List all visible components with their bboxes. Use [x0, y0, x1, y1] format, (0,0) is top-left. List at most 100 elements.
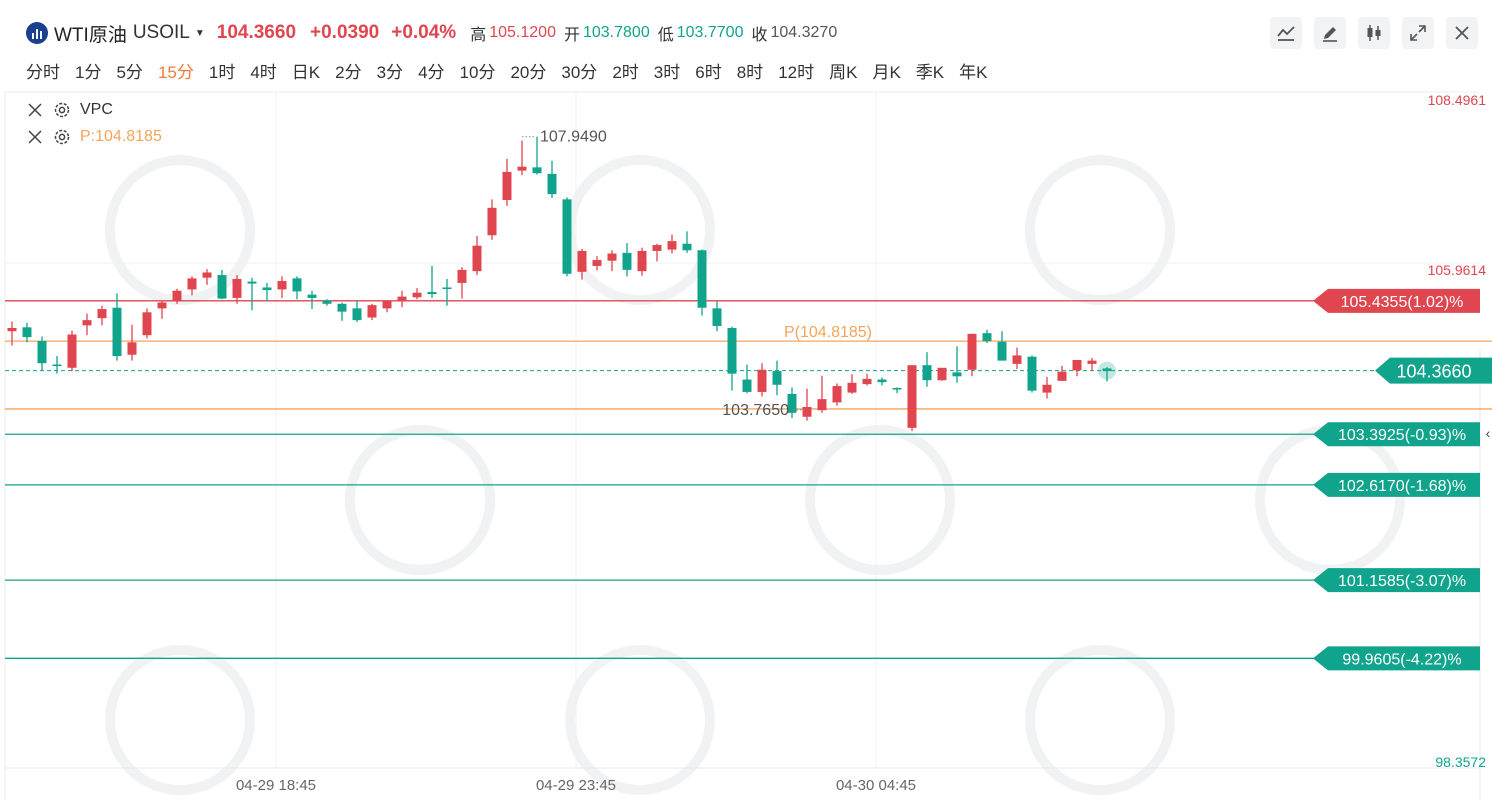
period-tab[interactable]: 2分 — [335, 63, 362, 82]
candle — [82, 313, 92, 336]
candle-body — [142, 312, 152, 336]
candle-body — [352, 308, 362, 321]
candle — [322, 299, 332, 306]
candlestick-icon[interactable] — [1358, 17, 1390, 49]
watermark-mark — [105, 155, 255, 305]
candle-body — [967, 333, 977, 370]
price-level-label: 102.6170(-1.68)% — [1338, 478, 1466, 495]
candle-body — [7, 327, 17, 332]
candle-body — [862, 378, 872, 385]
candle-body — [577, 250, 587, 272]
period-tab[interactable]: 年K — [959, 63, 988, 82]
gear-icon[interactable] — [52, 100, 72, 120]
expand-icon[interactable] — [1402, 17, 1434, 49]
candle-body — [67, 334, 77, 368]
period-tab[interactable]: 分时 — [26, 63, 60, 82]
pivot-label: P(104.8185) — [784, 324, 872, 341]
candle-body — [262, 287, 272, 291]
period-tab[interactable]: 15分 — [157, 63, 194, 82]
candle — [487, 199, 497, 240]
candle — [1012, 347, 1022, 370]
candle-body — [232, 278, 242, 298]
price-level-tag-bg — [1313, 422, 1480, 447]
candle-body — [382, 300, 392, 309]
period-tab[interactable]: 日K — [291, 63, 321, 82]
stat-value: 103.7800 — [582, 24, 650, 41]
chevron-down-icon[interactable]: ▼ — [194, 27, 205, 39]
period-tab[interactable]: 8时 — [736, 63, 764, 82]
candle — [727, 326, 737, 391]
candle-body — [922, 365, 932, 381]
close-icon[interactable] — [1446, 17, 1478, 49]
symbol-code[interactable]: USOIL — [132, 22, 190, 43]
candle-body — [1057, 371, 1067, 381]
price-level-label: 103.3925(-0.93)% — [1338, 427, 1466, 444]
candle — [682, 231, 692, 253]
candle — [397, 290, 407, 308]
stat-label: 开 — [563, 27, 580, 44]
candle — [442, 278, 452, 306]
candle-body — [472, 245, 482, 272]
price-level-label: 105.4355(1.02)% — [1341, 294, 1464, 311]
period-tab[interactable]: 6时 — [695, 63, 722, 82]
candle — [292, 276, 302, 300]
period-tab[interactable]: 1时 — [208, 63, 236, 82]
line-style-icon[interactable] — [1270, 17, 1302, 49]
y-extent-label: 98.3572 — [1435, 754, 1486, 770]
price-level-label: 101.1585(-3.07)% — [1338, 573, 1466, 590]
price-level-tag: 102.6170(-1.68)% — [1313, 472, 1480, 497]
candle — [667, 234, 677, 254]
period-tab[interactable]: 3分 — [376, 63, 404, 82]
remove-indicator-icon[interactable] — [26, 101, 44, 119]
candle-body — [127, 342, 137, 355]
candle — [307, 290, 317, 310]
candle — [1042, 376, 1052, 399]
candle — [1027, 355, 1037, 393]
pen-icon[interactable] — [1314, 17, 1346, 49]
period-tab[interactable]: 1分 — [75, 63, 102, 82]
gear-icon[interactable] — [52, 127, 72, 147]
candle-body — [322, 300, 332, 304]
candle-body — [202, 272, 212, 278]
period-tab[interactable]: 2时 — [612, 63, 639, 82]
indicator-label: P:104.8185 — [80, 128, 162, 145]
y-extent-label: 105.9614 — [1428, 262, 1487, 278]
candle — [472, 235, 482, 276]
period-tab[interactable]: 4分 — [418, 63, 445, 82]
period-tab[interactable]: 12时 — [778, 63, 815, 82]
candle — [337, 302, 347, 321]
period-tab[interactable]: 3时 — [653, 63, 681, 82]
watermark-mark — [805, 425, 955, 575]
period-tab[interactable]: 10分 — [459, 63, 496, 82]
candle — [382, 300, 392, 313]
period-tab[interactable]: 4时 — [250, 63, 277, 82]
y-extent-label: 108.4961 — [1428, 92, 1487, 108]
period-tab[interactable]: 周K — [829, 63, 858, 82]
candle-body — [1027, 356, 1037, 391]
candle — [652, 243, 662, 262]
candle — [52, 356, 62, 374]
candle — [1072, 359, 1082, 377]
candle — [247, 277, 257, 311]
stat-label: 收 — [751, 27, 768, 44]
period-tab[interactable]: 月K — [872, 63, 901, 82]
period-tab[interactable]: 30分 — [561, 63, 598, 82]
period-tab[interactable]: 季K — [915, 63, 945, 82]
period-tab[interactable]: 5分 — [116, 63, 143, 82]
candle-body — [22, 327, 32, 338]
candle-body — [217, 275, 227, 299]
candle-body — [937, 367, 947, 381]
candle — [112, 293, 122, 361]
symbol-name[interactable]: WTI原油 — [54, 24, 127, 46]
period-tab[interactable]: 20分 — [510, 63, 547, 82]
candle-body — [1042, 384, 1052, 393]
indicator-label: VPC — [80, 101, 113, 118]
remove-indicator-icon[interactable] — [26, 128, 44, 146]
period-tabs: 分时 1分 5分 15分 1时 4时 日K 2分 3分 4分 10分 20分 30分 2时 3时 6时 8时 12… — [26, 58, 1002, 83]
candle-body — [982, 333, 992, 342]
candle — [787, 387, 797, 419]
candle-body — [112, 307, 122, 357]
